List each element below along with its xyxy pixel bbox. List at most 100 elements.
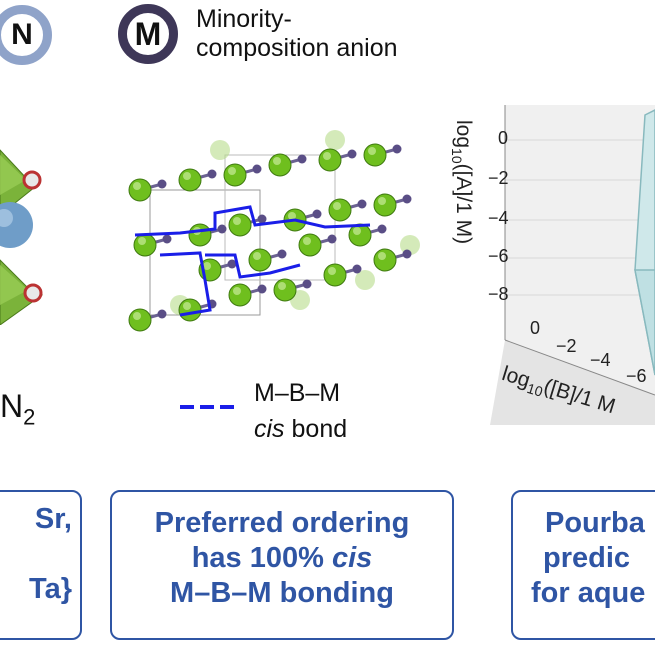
purple-atom (402, 194, 412, 204)
atom-highlight (273, 157, 281, 165)
minority-anion-legend: Minority- composition anion (196, 5, 398, 63)
green-atom (298, 233, 322, 257)
cis-bond-path (134, 205, 371, 237)
purple-atom (257, 214, 267, 224)
right-box-line2: predic (543, 542, 631, 574)
atom-highlight (303, 237, 311, 245)
right-box-line3: for aque (531, 577, 646, 609)
green-atom (248, 248, 272, 272)
green-atom (273, 278, 297, 302)
middle-box-line1: Preferred ordering (154, 507, 410, 539)
left-info-box: Sr, Ta} (0, 490, 82, 640)
purple-atom (207, 169, 217, 179)
green-atom (373, 248, 397, 272)
z-tick-4: −8 (488, 284, 509, 304)
green-atom (323, 263, 347, 287)
z-tick-1: −2 (488, 168, 509, 188)
z-tick-0: 0 (498, 128, 509, 148)
purple-atom (327, 234, 337, 244)
green-atom (363, 143, 387, 167)
atom-highlight (133, 182, 141, 190)
atom-highlight (233, 287, 241, 295)
crystal-structure-image (128, 130, 420, 332)
green-atom (228, 283, 252, 307)
purple-atom (157, 309, 167, 319)
purple-atom (157, 179, 167, 189)
atom-highlight (378, 252, 386, 260)
atom-highlight (368, 147, 376, 155)
green-atom (128, 308, 152, 332)
green-atom (128, 178, 152, 202)
green-atom (268, 153, 292, 177)
purple-atom (297, 154, 307, 164)
cis-bond-path (159, 251, 212, 317)
faded-atom (355, 270, 375, 290)
atom-highlight (323, 152, 331, 160)
purple-atom (227, 259, 237, 269)
atom-highlight (233, 217, 241, 225)
nitrogen-badge-icon: N (0, 5, 52, 65)
minority-anion-badge-icon: M (118, 4, 178, 64)
atom-highlight (228, 167, 236, 175)
cis-bond-legend: M–B–M cis bond (254, 375, 347, 447)
x-tick-2: −4 (590, 350, 611, 370)
z-tick-2: −4 (488, 208, 509, 228)
atom-highlight (333, 202, 341, 210)
left-box-line1: Sr, (34, 503, 72, 535)
cis-bond-line2: cis bond (254, 415, 348, 443)
atom-highlight (288, 212, 296, 220)
cis-bond-path (205, 253, 301, 279)
purple-atom (162, 234, 172, 244)
green-atom (328, 198, 352, 222)
faded-atom (210, 140, 230, 160)
minority-legend-line2: composition anion (196, 34, 398, 62)
right-info-box: Pourba predic for aque (511, 490, 655, 640)
green-atom (348, 223, 372, 247)
green-atom (188, 223, 212, 247)
atom-highlight (138, 237, 146, 245)
atom-highlight (378, 197, 386, 205)
octahedra-structure-image (0, 149, 44, 325)
left-box-line3: Ta} (29, 573, 72, 605)
z-axis-label: log10([A]/1 M) (448, 120, 475, 245)
green-atom (373, 193, 397, 217)
left-formula: N2 (0, 388, 36, 430)
atom-highlight (183, 172, 191, 180)
x-tick-1: −2 (556, 336, 577, 356)
nitrogen-badge-letter: N (11, 18, 33, 51)
middle-box-line3: M–B–M bonding (170, 577, 394, 609)
purple-atom (252, 164, 262, 174)
atom-highlight (133, 312, 141, 320)
purple-atom (357, 199, 367, 209)
green-atom (318, 148, 342, 172)
green-atom (178, 168, 202, 192)
atom-highlight (203, 262, 211, 270)
green-atom (178, 298, 202, 322)
x-tick-0: 0 (530, 318, 541, 338)
right-box-line1: Pourba (545, 507, 645, 539)
z-tick-3: −6 (488, 246, 509, 266)
atom-highlight (278, 282, 286, 290)
atom-highlight (253, 252, 261, 260)
purple-atom (257, 284, 267, 294)
purple-atom (377, 224, 387, 234)
purple-atom (347, 149, 357, 159)
minority-badge-letter: M (134, 15, 162, 52)
left-box-line2 (0, 537, 80, 572)
x-tick-3: −6 (626, 366, 647, 386)
purple-atom (402, 249, 412, 259)
faded-atom (325, 130, 345, 150)
purple-atom (312, 209, 322, 219)
middle-info-box: Preferred ordering has 100% cis M–B–M bo… (110, 490, 454, 640)
purple-atom (302, 279, 312, 289)
green-atom (223, 163, 247, 187)
atom-highlight (353, 227, 361, 235)
green-atom (133, 233, 157, 257)
cis-bond-legend-icon (180, 405, 238, 409)
purple-atom (352, 264, 362, 274)
purple-atom (217, 224, 227, 234)
atom-highlight (183, 302, 191, 310)
pourbaix-3d-plot (490, 105, 655, 425)
atom-highlight (328, 267, 336, 275)
purple-atom (392, 144, 402, 154)
